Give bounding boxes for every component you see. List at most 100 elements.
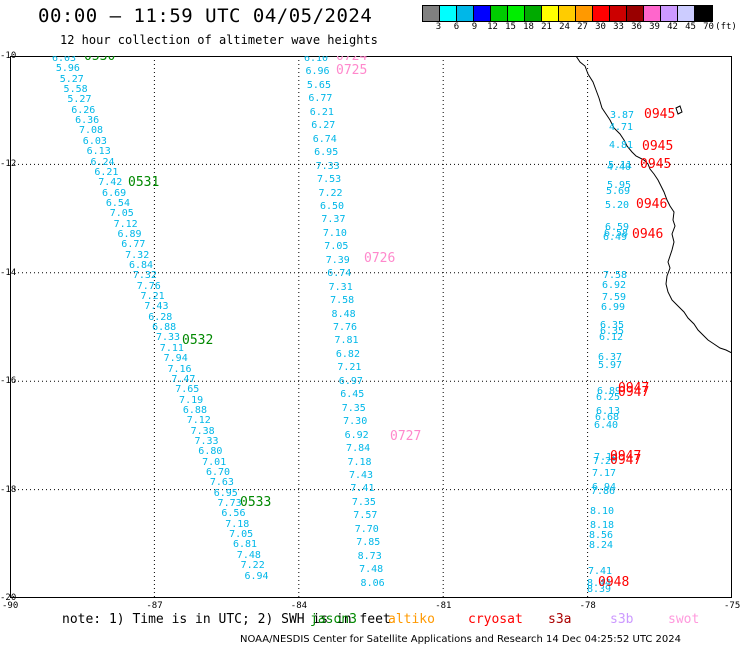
jason3-wave-height: 7.01 <box>202 456 227 468</box>
jason3-wave-height: 7.94 <box>163 353 188 365</box>
cryosat-wave-height: 4.81 <box>609 140 634 151</box>
jason3-time-label: 0533 <box>240 495 272 510</box>
cryosat-wave-height: 5.95 <box>607 180 632 191</box>
cryosat-wave-height: 6.13 <box>596 406 621 417</box>
swot-wave-height: 6.92 <box>344 429 369 441</box>
swot-wave-height: 7.33 <box>315 160 340 172</box>
coastline <box>575 56 732 354</box>
cryosat-time-label: 0945 <box>640 157 672 172</box>
jason3-wave-height: 6.95 <box>213 487 238 499</box>
jason3-wave-height: 7.73 <box>217 498 242 510</box>
swot-wave-height: 7.22 <box>318 187 343 199</box>
legend-label: 30 <box>595 22 606 32</box>
swot-wave-height: 7.18 <box>347 456 372 468</box>
jason3-wave-height: 7.12 <box>113 218 138 230</box>
swot-wave-height: 7.81 <box>334 335 359 347</box>
jason3-wave-height: 6.26 <box>71 104 96 116</box>
legend-label: 15 <box>505 22 516 32</box>
swot-wave-height: 8.06 <box>360 577 385 589</box>
cryosat-wave-height: 6.58 <box>604 228 629 239</box>
swot-wave-height: 6.97 <box>338 375 363 387</box>
legend-label: 45 <box>685 22 696 32</box>
jason3-wave-height: 7.16 <box>167 363 192 375</box>
jason3-wave-height: 7.32 <box>125 249 150 261</box>
swot-time-label: 0724 <box>336 56 368 64</box>
legend-swatch <box>542 6 559 21</box>
swot-wave-height: 7.31 <box>328 281 353 293</box>
cryosat-wave-height: 6.89 <box>597 386 622 397</box>
swot-wave-height: 7.41 <box>350 483 375 495</box>
legend-swatch <box>525 6 542 21</box>
page-title: 00:00 – 11:59 UTC 04/05/2024 <box>38 5 373 27</box>
legend-swatch <box>474 6 491 21</box>
cryosat-wave-height: 7.14 <box>594 452 619 463</box>
legend-label: 9 <box>471 22 478 32</box>
jason3-wave-height: 6.70 <box>206 467 231 478</box>
cryosat-wave-height: 8.44 <box>587 578 612 589</box>
swot-wave-height: 6.74 <box>312 133 337 145</box>
swot-wave-height: 7.57 <box>353 510 378 522</box>
swot-wave-height: 6.50 <box>319 200 345 212</box>
cryosat-wave-height: 6.40 <box>594 420 619 431</box>
cryosat-wave-height: 3.87 <box>610 110 635 121</box>
legend-label: 3 <box>435 22 442 32</box>
cryosat-wave-height: 7.59 <box>602 292 627 303</box>
footer-credit: NOAA/NESDIS Center for Satellite Applica… <box>240 634 682 645</box>
swot-wave-height: 7.53 <box>317 174 342 186</box>
jason3-wave-height: 7.12 <box>186 415 211 427</box>
legend-swatch <box>457 6 474 21</box>
jason3-wave-height: 6.80 <box>198 446 223 458</box>
swot-wave-height: 7.10 <box>322 227 347 239</box>
jason3-wave-height: 6.56 <box>221 508 246 520</box>
cryosat-wave-height: 7.17 <box>592 468 617 479</box>
legend-label: 6 <box>453 22 460 32</box>
swot-wave-height: 7.70 <box>354 523 379 535</box>
legend-swatch <box>491 6 508 21</box>
cryosat-wave-height: 7.58 <box>603 270 628 281</box>
y-tick-label: -10 <box>0 51 17 61</box>
jason3-wave-height: 7.33 <box>155 332 181 344</box>
page-subtitle: 12 hour collection of altimeter wave hei… <box>60 33 378 47</box>
x-tick-label: -90 <box>2 601 19 611</box>
swot-time-label: 0727 <box>390 429 422 444</box>
cryosat-wave-height: 7.41 <box>588 566 613 577</box>
satellite-legend-s3b: s3b <box>610 612 634 627</box>
jason3-wave-height: 7.22 <box>240 560 265 572</box>
jason3-wave-height: 6.54 <box>105 197 130 209</box>
jason3-wave-height: 7.47 <box>171 373 196 385</box>
jason3-wave-height: 7.05 <box>229 529 254 541</box>
cryosat-wave-height: 8.24 <box>589 540 614 551</box>
cryosat-wave-height: 6.99 <box>601 302 626 313</box>
jason3-wave-height: 7.33 <box>194 435 219 447</box>
jason3-wave-height: 6.36 <box>75 115 100 127</box>
note-text: note: 1) Time is in UTC; 2) SWH is in fe… <box>62 612 391 627</box>
cryosat-wave-height: 8.10 <box>590 506 615 517</box>
cryosat-wave-height: 5.20 <box>605 200 630 211</box>
cryosat-time-label: 0947 <box>610 449 642 464</box>
legend-swatch <box>593 6 610 21</box>
legend-label: 21 <box>541 22 552 32</box>
legend-swatch <box>559 6 576 21</box>
jason3-wave-height: 5.96 <box>55 63 80 75</box>
jason3-wave-height: 6.94 <box>244 570 269 582</box>
y-tick-label: -20 <box>0 593 17 603</box>
satellite-legend-altiko: altiko <box>388 612 435 627</box>
x-tick-label: -75 <box>724 601 740 611</box>
x-tick-label: -81 <box>435 601 452 611</box>
cryosat-time-label: 0946 <box>632 227 664 242</box>
legend-label: 12 <box>487 22 498 32</box>
x-tick-label: -84 <box>290 601 308 611</box>
swot-wave-height: 8.48 <box>331 308 356 320</box>
legend-label: 36 <box>631 22 642 32</box>
cryosat-wave-height: 6.68 <box>595 412 620 423</box>
legend-unit: (ft) <box>715 22 737 32</box>
jason3-wave-height: 5.58 <box>63 84 88 96</box>
jason3-wave-height: 6.28 <box>148 311 173 323</box>
swot-wave-height: 6.10 <box>304 56 329 64</box>
swot-wave-height: 7.43 <box>348 469 374 481</box>
cryosat-time-label: 0946 <box>636 197 668 212</box>
swot-wave-height: 6.21 <box>309 106 334 118</box>
satellite-legend-s3a: s3a <box>548 612 572 627</box>
legend-swatch <box>610 6 627 21</box>
jason3-wave-height: 6.84 <box>129 260 154 271</box>
